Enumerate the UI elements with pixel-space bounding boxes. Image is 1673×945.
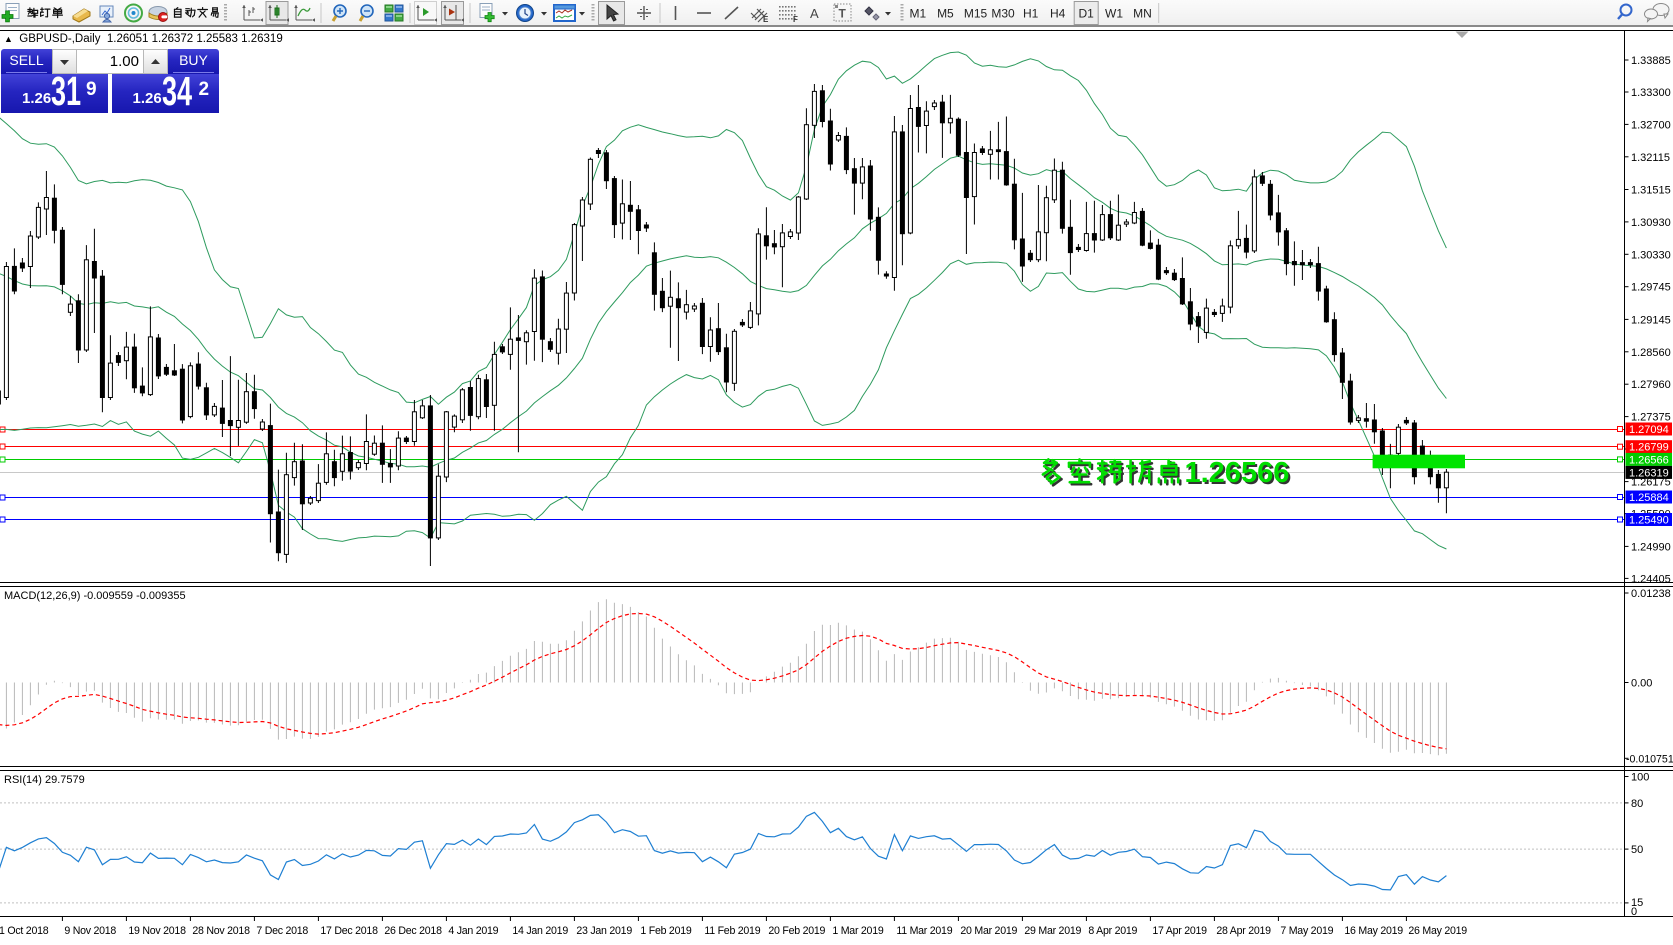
svg-text:1 Feb 2019: 1 Feb 2019 bbox=[640, 925, 691, 937]
svg-text:26 May 2019: 26 May 2019 bbox=[1408, 925, 1467, 937]
svg-text:20 Feb 2019: 20 Feb 2019 bbox=[768, 925, 825, 937]
svg-text:1.24990: 1.24990 bbox=[1631, 541, 1671, 553]
svg-text:E: E bbox=[763, 15, 769, 24]
svg-text:1.25490: 1.25490 bbox=[1629, 515, 1669, 527]
svg-text:MN: MN bbox=[1133, 7, 1152, 21]
svg-text:1.32115: 1.32115 bbox=[1631, 152, 1670, 164]
svg-text:1.33885: 1.33885 bbox=[1631, 55, 1671, 67]
svg-text:M15: M15 bbox=[964, 7, 988, 21]
svg-text:26 Dec 2018: 26 Dec 2018 bbox=[384, 925, 442, 937]
svg-text:0.00: 0.00 bbox=[1631, 678, 1652, 690]
svg-text:11 Feb 2019: 11 Feb 2019 bbox=[704, 925, 760, 937]
svg-text:RSI(14) 29.7579: RSI(14) 29.7579 bbox=[4, 774, 85, 786]
svg-text:1.26566: 1.26566 bbox=[1185, 457, 1290, 489]
svg-text:F: F bbox=[793, 15, 798, 24]
svg-text:1.27960: 1.27960 bbox=[1631, 379, 1671, 391]
svg-text:11 Mar 2019: 11 Mar 2019 bbox=[896, 925, 952, 937]
svg-text:1.27094: 1.27094 bbox=[1629, 424, 1669, 436]
svg-text:100: 100 bbox=[1631, 772, 1649, 784]
svg-text:-0.010751: -0.010751 bbox=[1626, 753, 1673, 765]
svg-text:80: 80 bbox=[1631, 798, 1643, 810]
svg-text:1.27375: 1.27375 bbox=[1631, 412, 1671, 424]
svg-text:1.26799: 1.26799 bbox=[1629, 442, 1669, 454]
svg-text:H1: H1 bbox=[1023, 7, 1039, 21]
svg-text:M5: M5 bbox=[937, 7, 954, 21]
svg-text:1 Mar 2019: 1 Mar 2019 bbox=[832, 925, 883, 937]
svg-text:7 Dec 2018: 7 Dec 2018 bbox=[256, 925, 308, 937]
svg-text:9 Nov 2018: 9 Nov 2018 bbox=[64, 925, 116, 937]
svg-text:1.26175: 1.26175 bbox=[1631, 477, 1671, 489]
svg-text:16 May 2019: 16 May 2019 bbox=[1344, 925, 1403, 937]
svg-text:D1: D1 bbox=[1079, 7, 1095, 21]
svg-text:1.29145: 1.29145 bbox=[1631, 314, 1671, 326]
svg-text:1.26319: 1.26319 bbox=[1629, 467, 1669, 479]
svg-text:50: 50 bbox=[1631, 844, 1643, 856]
svg-text:0.01238: 0.01238 bbox=[1631, 588, 1671, 600]
svg-text:1.33300: 1.33300 bbox=[1631, 87, 1671, 99]
svg-text:31 Oct 2018: 31 Oct 2018 bbox=[0, 925, 49, 937]
svg-text:19 Nov 2018: 19 Nov 2018 bbox=[128, 925, 186, 937]
svg-text:7 May 2019: 7 May 2019 bbox=[1280, 925, 1333, 937]
svg-text:W1: W1 bbox=[1105, 7, 1123, 21]
svg-text:1.26566: 1.26566 bbox=[1187, 459, 1292, 491]
svg-text:1.31515: 1.31515 bbox=[1631, 185, 1671, 197]
svg-text:MACD(12,26,9) -0.009559 -0.009: MACD(12,26,9) -0.009559 -0.009355 bbox=[4, 590, 186, 602]
svg-text:M30: M30 bbox=[991, 7, 1015, 21]
svg-text:1.29745: 1.29745 bbox=[1631, 282, 1671, 294]
svg-text:1.25884: 1.25884 bbox=[1629, 492, 1669, 504]
svg-text:17 Dec 2018: 17 Dec 2018 bbox=[320, 925, 378, 937]
svg-text:29 Mar 2019: 29 Mar 2019 bbox=[1024, 925, 1081, 937]
svg-text:1.32700: 1.32700 bbox=[1631, 119, 1671, 131]
svg-text:28 Apr 2019: 28 Apr 2019 bbox=[1216, 925, 1271, 937]
svg-text:T: T bbox=[839, 7, 847, 21]
svg-text:8 Apr 2019: 8 Apr 2019 bbox=[1088, 925, 1137, 937]
svg-text:1.24405: 1.24405 bbox=[1631, 573, 1671, 585]
svg-text:4 Jan 2019: 4 Jan 2019 bbox=[448, 925, 498, 937]
svg-text:A: A bbox=[810, 6, 819, 21]
svg-text:0: 0 bbox=[1631, 906, 1637, 918]
svg-text:1.26566: 1.26566 bbox=[1629, 454, 1669, 466]
svg-text:20 Mar 2019: 20 Mar 2019 bbox=[960, 925, 1017, 937]
svg-text:H4: H4 bbox=[1050, 7, 1066, 21]
svg-text:28 Nov 2018: 28 Nov 2018 bbox=[192, 925, 250, 937]
svg-text:15: 15 bbox=[1631, 897, 1643, 909]
svg-text:23 Jan 2019: 23 Jan 2019 bbox=[576, 925, 632, 937]
svg-text:1.30330: 1.30330 bbox=[1631, 249, 1671, 261]
svg-text:M1: M1 bbox=[909, 7, 926, 21]
svg-text:1.30930: 1.30930 bbox=[1631, 217, 1671, 229]
svg-text:1.28560: 1.28560 bbox=[1631, 347, 1671, 359]
svg-text:17 Apr 2019: 17 Apr 2019 bbox=[1152, 925, 1207, 937]
svg-text:14 Jan 2019: 14 Jan 2019 bbox=[512, 925, 568, 937]
